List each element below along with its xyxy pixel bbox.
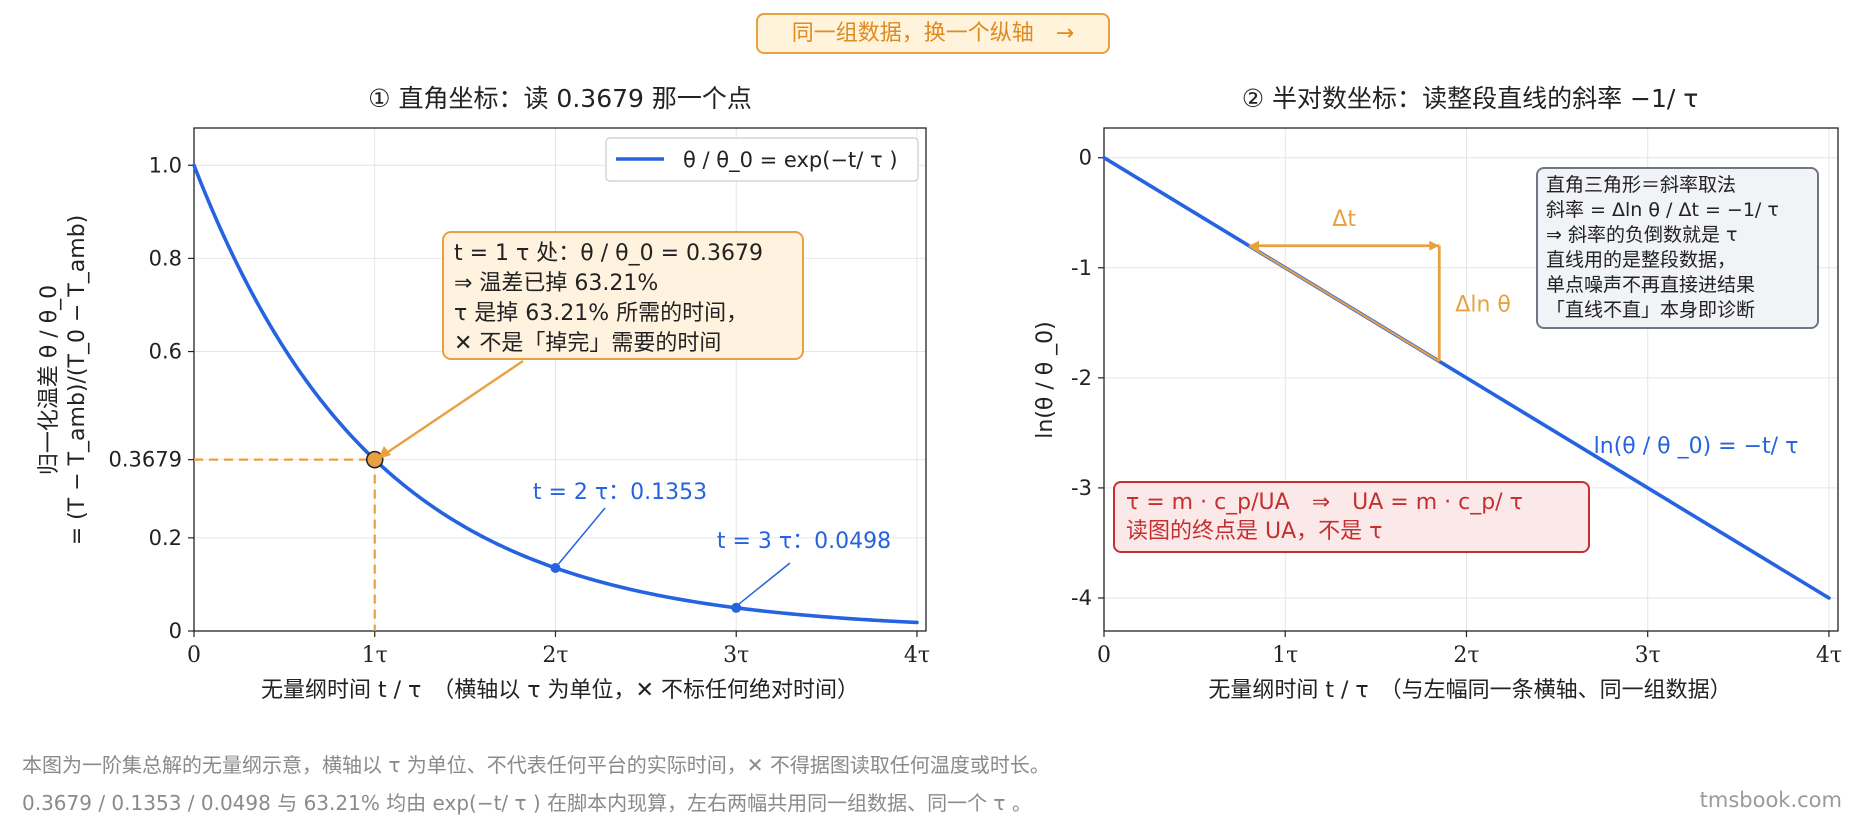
- right-frame: [1103, 127, 1839, 632]
- right-title: ② 半对数坐标：读整段直线的斜率 −1/ τ: [1242, 84, 1699, 113]
- point-t3-leader: [738, 562, 791, 605]
- right-xlabel: 无量纲时间 t / τ （与左幅同一条横轴、同一组数据）: [1208, 678, 1731, 703]
- point-t2-leader: [557, 507, 606, 565]
- left-callout-line: τ 是掉 63.21% 所需的时间，: [454, 301, 748, 326]
- right-xtick-label: 3τ: [1635, 643, 1661, 668]
- left-ytick-label: 0: [169, 619, 182, 643]
- right-xtick-label: 1τ: [1272, 643, 1298, 668]
- right-ytick-label: -4: [1071, 586, 1092, 610]
- right-series-line: [1102, 155, 1831, 600]
- right-ytick-label: -2: [1071, 366, 1092, 390]
- right-xtick-label: 2τ: [1453, 643, 1479, 668]
- left-ylabel-line1: 归一化温差 θ / θ_0: [37, 285, 62, 475]
- slope-delta-t-label: Δt: [1332, 207, 1356, 232]
- left-xlabel: 无量纲时间 t / τ （横轴以 τ 为单位，✕ 不标任何绝对时间）: [261, 678, 859, 703]
- left-ytick-label: 1.0: [149, 153, 182, 177]
- left-xtick-label: 1τ: [362, 643, 388, 668]
- right-info-box: [1536, 167, 1819, 329]
- left-xtick-label: 4τ: [904, 643, 930, 668]
- right-xtick-label: 0: [1097, 643, 1111, 668]
- left-ytick-label: 0.8: [149, 246, 182, 270]
- right-info-line: 「直线不直」本身即诊断: [1546, 299, 1755, 321]
- point-t2-label: t = 2 τ：0.1353: [533, 480, 707, 505]
- right-ytick-label: -1: [1071, 256, 1092, 280]
- left-legend-label: θ / θ_0 = exp(−t/ τ ): [683, 148, 898, 173]
- slope-delta-ln-label: Δln θ: [1455, 293, 1511, 318]
- slope-arrowhead-right: [1429, 240, 1440, 251]
- point-t3-label: t = 3 τ：0.0498: [717, 529, 891, 554]
- right-ytick-label: 0: [1079, 146, 1092, 170]
- right-formula-box: [1113, 481, 1590, 553]
- right-ytick-label: -3: [1071, 476, 1092, 500]
- left-callout-line: ⇒ 温差已掉 63.21%: [454, 271, 658, 296]
- left-legend-box: [605, 137, 919, 182]
- left-ytick-label: 0.3679: [109, 448, 182, 472]
- point-t1: [365, 450, 384, 469]
- left-ytick-label: 0.2: [149, 526, 182, 550]
- right-plot: ② 半对数坐标：读整段直线的斜率 −1/ τ 0 1τ 2τ 3τ 4τ 0 -1 -2 -3 -4…: [1033, 84, 1842, 703]
- left-callout-line: t = 1 τ 处：θ / θ_0 = 0.3679: [454, 241, 763, 266]
- right-info-line: 斜率 = Δln θ / Δt = −1/ τ: [1546, 199, 1779, 221]
- right-info-line: ⇒ 斜率的负倒数就是 τ: [1546, 224, 1737, 246]
- top-banner: 同一组数据，换一个纵轴 →: [756, 13, 1110, 54]
- left-ytick-label: 0.6: [149, 340, 182, 364]
- left-callout-arrowhead: [378, 446, 391, 459]
- right-info-line: 直线用的是整段数据，: [1546, 249, 1736, 271]
- slope-hypotenuse: [1248, 244, 1440, 363]
- left-title: ① 直角坐标：读 0.3679 那一个点: [368, 84, 752, 113]
- watermark: tmsbook.com: [1699, 788, 1842, 812]
- footnote-2: 0.3679 / 0.1353 / 0.0498 与 63.21% 均由 exp…: [22, 791, 1032, 815]
- point-t3: [731, 602, 742, 613]
- right-line-label: ln(θ / θ _0) = −t/ τ: [1594, 434, 1799, 459]
- left-xtick-label: 2τ: [542, 643, 568, 668]
- left-xtick-label: 0: [187, 643, 201, 668]
- left-callout-line: ✕ 不是「掉完」需要的时间: [454, 331, 721, 356]
- right-formula-line: 读图的终点是 UA，不是 τ: [1126, 519, 1382, 544]
- footnote-1: 本图为一阶集总解的无量纲示意，横轴以 τ 为单位、不代表任何平台的实际时间，✕ …: [22, 753, 1050, 777]
- left-callout-box: [442, 231, 804, 360]
- left-callout-arrow: [381, 360, 524, 457]
- left-ylabel-line2: = (T − T_amb)/(T_0 − T_amb): [65, 215, 90, 546]
- right-formula-line: τ = m · c_p/UA ⇒ UA = m · c_p/ τ: [1126, 490, 1523, 515]
- slope-arrowhead-left: [1248, 240, 1259, 251]
- point-t2: [550, 562, 561, 573]
- right-ylabel: ln(θ / θ _0): [1033, 321, 1058, 439]
- left-plot: ① 直角坐标：读 0.3679 那一个点 0 1τ 2τ 3τ 4τ 0 0.2 0.3679 0…: [37, 84, 930, 703]
- right-info-line: 单点噪声不再直接进结果: [1546, 274, 1755, 296]
- left-frame: [193, 127, 927, 632]
- left-xtick-label: 3τ: [723, 643, 749, 668]
- right-xtick-label: 4τ: [1816, 643, 1842, 668]
- right-info-line: 直角三角形＝斜率取法: [1546, 174, 1736, 196]
